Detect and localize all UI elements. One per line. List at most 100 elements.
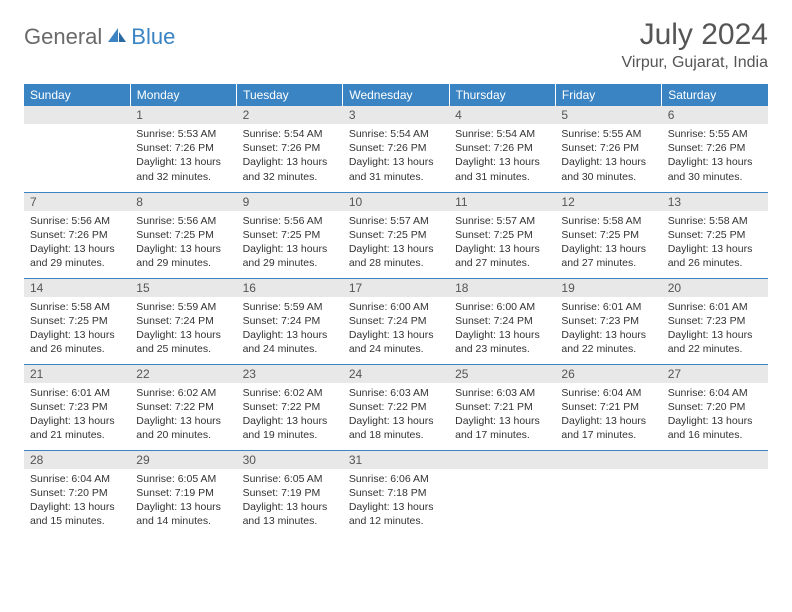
- day-number: 30: [237, 451, 343, 469]
- sunset-line: Sunset: 7:25 PM: [30, 314, 124, 328]
- sunrise-line: Sunrise: 6:01 AM: [668, 300, 762, 314]
- sunset-line: Sunset: 7:26 PM: [243, 141, 337, 155]
- day-number: 19: [555, 279, 661, 297]
- day-number: 20: [662, 279, 768, 297]
- day-details: Sunrise: 6:03 AMSunset: 7:22 PMDaylight:…: [343, 383, 449, 447]
- calendar-cell: 6Sunrise: 5:55 AMSunset: 7:26 PMDaylight…: [662, 106, 768, 192]
- day-number: 11: [449, 193, 555, 211]
- daylight-line: Daylight: 13 hours and 17 minutes.: [561, 414, 655, 442]
- sunrise-line: Sunrise: 5:59 AM: [136, 300, 230, 314]
- calendar-cell: 29Sunrise: 6:05 AMSunset: 7:19 PMDayligh…: [130, 450, 236, 536]
- sunset-line: Sunset: 7:22 PM: [243, 400, 337, 414]
- calendar-cell: 1Sunrise: 5:53 AMSunset: 7:26 PMDaylight…: [130, 106, 236, 192]
- day-details: Sunrise: 5:59 AMSunset: 7:24 PMDaylight:…: [237, 297, 343, 361]
- sunset-line: Sunset: 7:24 PM: [349, 314, 443, 328]
- weekday-header-cell: Sunday: [24, 84, 130, 106]
- calendar-weekday-header: SundayMondayTuesdayWednesdayThursdayFrid…: [24, 84, 768, 106]
- sunset-line: Sunset: 7:25 PM: [561, 228, 655, 242]
- calendar-cell: 14Sunrise: 5:58 AMSunset: 7:25 PMDayligh…: [24, 278, 130, 364]
- day-details: Sunrise: 6:01 AMSunset: 7:23 PMDaylight:…: [662, 297, 768, 361]
- day-details: Sunrise: 5:54 AMSunset: 7:26 PMDaylight:…: [237, 124, 343, 188]
- day-details: Sunrise: 6:05 AMSunset: 7:19 PMDaylight:…: [237, 469, 343, 533]
- day-number: 9: [237, 193, 343, 211]
- day-number: 13: [662, 193, 768, 211]
- sunset-line: Sunset: 7:25 PM: [243, 228, 337, 242]
- sunrise-line: Sunrise: 6:04 AM: [561, 386, 655, 400]
- daylight-line: Daylight: 13 hours and 29 minutes.: [30, 242, 124, 270]
- day-details: Sunrise: 6:02 AMSunset: 7:22 PMDaylight:…: [237, 383, 343, 447]
- day-number: 31: [343, 451, 449, 469]
- daylight-line: Daylight: 13 hours and 22 minutes.: [668, 328, 762, 356]
- sunrise-line: Sunrise: 5:54 AM: [243, 127, 337, 141]
- daylight-line: Daylight: 13 hours and 31 minutes.: [349, 155, 443, 183]
- calendar-cell: 13Sunrise: 5:58 AMSunset: 7:25 PMDayligh…: [662, 192, 768, 278]
- title-block: July 2024 Virpur, Gujarat, India: [622, 18, 768, 72]
- daylight-line: Daylight: 13 hours and 29 minutes.: [243, 242, 337, 270]
- day-details: Sunrise: 6:03 AMSunset: 7:21 PMDaylight:…: [449, 383, 555, 447]
- calendar-cell: 21Sunrise: 6:01 AMSunset: 7:23 PMDayligh…: [24, 364, 130, 450]
- day-number: 8: [130, 193, 236, 211]
- weekday-header-cell: Saturday: [662, 84, 768, 106]
- sunset-line: Sunset: 7:20 PM: [30, 486, 124, 500]
- calendar-cell: 20Sunrise: 6:01 AMSunset: 7:23 PMDayligh…: [662, 278, 768, 364]
- daylight-line: Daylight: 13 hours and 28 minutes.: [349, 242, 443, 270]
- day-number: 3: [343, 106, 449, 124]
- daylight-line: Daylight: 13 hours and 30 minutes.: [668, 155, 762, 183]
- daylight-line: Daylight: 13 hours and 23 minutes.: [455, 328, 549, 356]
- sunrise-line: Sunrise: 6:02 AM: [136, 386, 230, 400]
- daylight-line: Daylight: 13 hours and 30 minutes.: [561, 155, 655, 183]
- calendar-cell: 24Sunrise: 6:03 AMSunset: 7:22 PMDayligh…: [343, 364, 449, 450]
- day-number: 7: [24, 193, 130, 211]
- daylight-line: Daylight: 13 hours and 13 minutes.: [243, 500, 337, 528]
- sunrise-line: Sunrise: 5:53 AM: [136, 127, 230, 141]
- daylight-line: Daylight: 13 hours and 26 minutes.: [30, 328, 124, 356]
- sunrise-line: Sunrise: 6:05 AM: [243, 472, 337, 486]
- weekday-header-cell: Tuesday: [237, 84, 343, 106]
- calendar-cell: 27Sunrise: 6:04 AMSunset: 7:20 PMDayligh…: [662, 364, 768, 450]
- calendar-cell: 11Sunrise: 5:57 AMSunset: 7:25 PMDayligh…: [449, 192, 555, 278]
- daylight-line: Daylight: 13 hours and 17 minutes.: [455, 414, 549, 442]
- day-number: 15: [130, 279, 236, 297]
- calendar-cell: 17Sunrise: 6:00 AMSunset: 7:24 PMDayligh…: [343, 278, 449, 364]
- calendar-cell: [662, 450, 768, 536]
- sunrise-line: Sunrise: 6:03 AM: [349, 386, 443, 400]
- day-details: Sunrise: 6:01 AMSunset: 7:23 PMDaylight:…: [24, 383, 130, 447]
- calendar-body: 1Sunrise: 5:53 AMSunset: 7:26 PMDaylight…: [24, 106, 768, 536]
- sunrise-line: Sunrise: 5:55 AM: [668, 127, 762, 141]
- day-details: Sunrise: 5:59 AMSunset: 7:24 PMDaylight:…: [130, 297, 236, 361]
- sunset-line: Sunset: 7:23 PM: [561, 314, 655, 328]
- calendar-cell: [449, 450, 555, 536]
- day-details: Sunrise: 5:53 AMSunset: 7:26 PMDaylight:…: [130, 124, 236, 188]
- sunrise-line: Sunrise: 6:06 AM: [349, 472, 443, 486]
- day-number: 2: [237, 106, 343, 124]
- day-number-empty: [555, 451, 661, 469]
- day-number: 29: [130, 451, 236, 469]
- day-details: Sunrise: 6:04 AMSunset: 7:20 PMDaylight:…: [24, 469, 130, 533]
- sunset-line: Sunset: 7:19 PM: [243, 486, 337, 500]
- calendar-cell: 4Sunrise: 5:54 AMSunset: 7:26 PMDaylight…: [449, 106, 555, 192]
- calendar-cell: 9Sunrise: 5:56 AMSunset: 7:25 PMDaylight…: [237, 192, 343, 278]
- day-details: Sunrise: 5:54 AMSunset: 7:26 PMDaylight:…: [343, 124, 449, 188]
- sunset-line: Sunset: 7:24 PM: [455, 314, 549, 328]
- day-number: 26: [555, 365, 661, 383]
- sunrise-line: Sunrise: 5:55 AM: [561, 127, 655, 141]
- sunrise-line: Sunrise: 5:58 AM: [561, 214, 655, 228]
- daylight-line: Daylight: 13 hours and 26 minutes.: [668, 242, 762, 270]
- sunrise-line: Sunrise: 6:05 AM: [136, 472, 230, 486]
- day-number: 14: [24, 279, 130, 297]
- sunset-line: Sunset: 7:24 PM: [136, 314, 230, 328]
- brand-part2: Blue: [131, 24, 175, 50]
- calendar-cell: 12Sunrise: 5:58 AMSunset: 7:25 PMDayligh…: [555, 192, 661, 278]
- calendar-cell: [555, 450, 661, 536]
- location-subtitle: Virpur, Gujarat, India: [622, 54, 768, 72]
- day-number: 1: [130, 106, 236, 124]
- sunrise-line: Sunrise: 5:57 AM: [455, 214, 549, 228]
- calendar-cell: 8Sunrise: 5:56 AMSunset: 7:25 PMDaylight…: [130, 192, 236, 278]
- daylight-line: Daylight: 13 hours and 12 minutes.: [349, 500, 443, 528]
- sunset-line: Sunset: 7:18 PM: [349, 486, 443, 500]
- day-details: Sunrise: 5:57 AMSunset: 7:25 PMDaylight:…: [449, 211, 555, 275]
- day-details: Sunrise: 5:58 AMSunset: 7:25 PMDaylight:…: [662, 211, 768, 275]
- calendar-cell: 16Sunrise: 5:59 AMSunset: 7:24 PMDayligh…: [237, 278, 343, 364]
- day-number: 22: [130, 365, 236, 383]
- sunset-line: Sunset: 7:23 PM: [668, 314, 762, 328]
